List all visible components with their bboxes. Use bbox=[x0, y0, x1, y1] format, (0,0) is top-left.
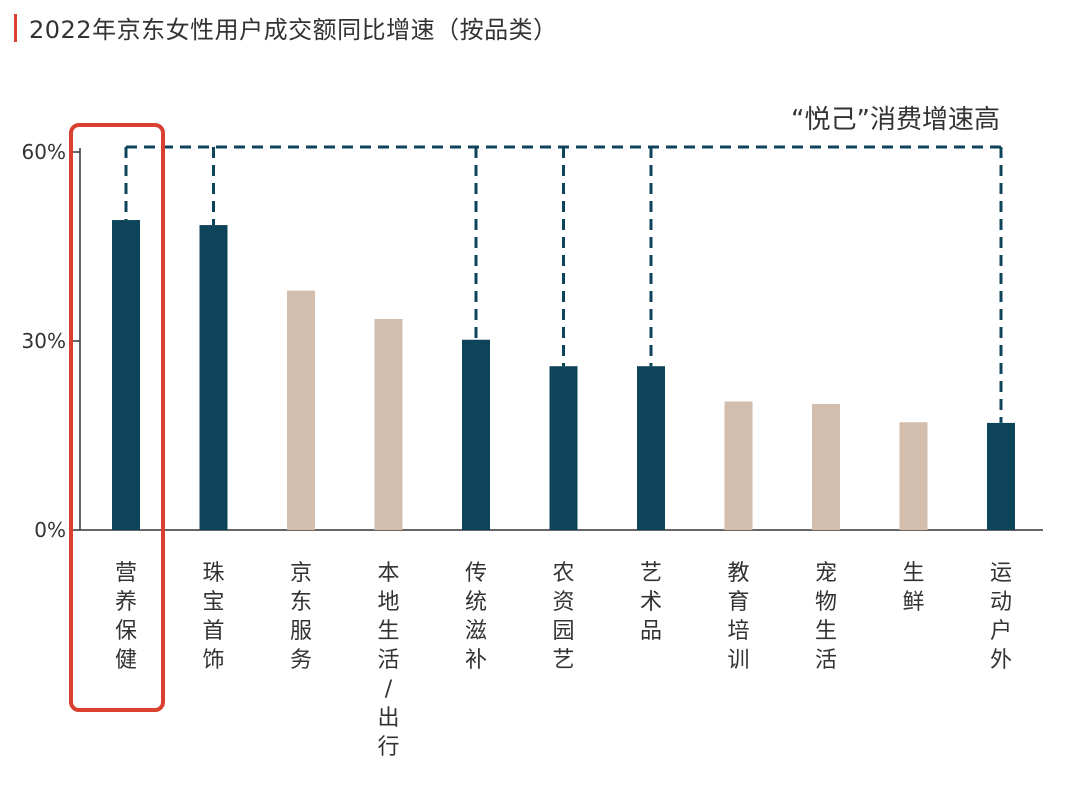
bar bbox=[812, 404, 840, 530]
annotation-label: “悦己”消费增速高 bbox=[791, 105, 1000, 135]
x-tick-label: 农资园艺 bbox=[552, 561, 574, 673]
title-accent-bar bbox=[14, 13, 17, 42]
x-tick-label: 艺术品 bbox=[640, 561, 662, 644]
bar bbox=[287, 290, 315, 530]
bar bbox=[899, 422, 928, 530]
chart-title-block: 2022年京东女性用户成交额同比增速（按品类） bbox=[14, 10, 558, 45]
bar bbox=[462, 339, 490, 530]
bar bbox=[637, 366, 665, 530]
x-tick-label: 宠物生活 bbox=[815, 561, 837, 673]
bar bbox=[374, 318, 403, 530]
x-tick-label: 生鲜 bbox=[902, 561, 924, 615]
x-tick-label: 营养保健 bbox=[115, 561, 137, 673]
x-tick-label: 珠宝首饰 bbox=[202, 561, 224, 673]
bar bbox=[112, 220, 140, 531]
x-tick-label: 运动户外 bbox=[990, 561, 1012, 673]
x-tick-label: 本地生活/出行 bbox=[377, 561, 399, 760]
highlight-box bbox=[69, 123, 165, 712]
bar bbox=[549, 366, 578, 530]
y-tick-label: 0% bbox=[34, 518, 66, 542]
y-tick-label: 60% bbox=[22, 140, 66, 164]
x-tick-label: 京东服务 bbox=[290, 561, 312, 673]
y-tick-label: 30% bbox=[22, 329, 66, 353]
x-tick-label: 传统滋补 bbox=[465, 561, 487, 673]
chart-title: 2022年京东女性用户成交额同比增速（按品类） bbox=[29, 16, 558, 44]
bar bbox=[987, 422, 1015, 530]
x-tick-label: 教育培训 bbox=[727, 561, 749, 673]
bar bbox=[199, 225, 228, 530]
bar bbox=[724, 401, 753, 530]
